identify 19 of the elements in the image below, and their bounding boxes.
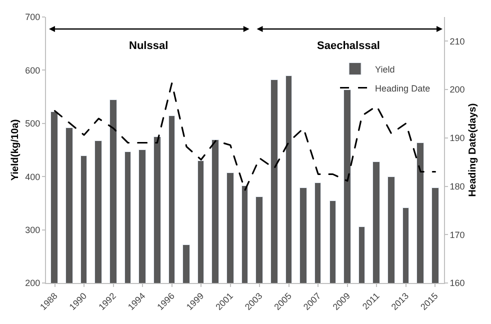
y-tick-label: 600 — [25, 65, 40, 76]
line-series — [54, 82, 436, 191]
legend-label: Yield — [375, 64, 395, 74]
y-tick-label: 500 — [25, 118, 40, 129]
y2-tick-label: 170 — [450, 230, 465, 240]
y-tick-label: 300 — [25, 224, 40, 235]
y-axis-title: Yield(kg/10a) — [10, 119, 22, 181]
legend-label: Heading Date — [375, 83, 430, 94]
annotation: Nulssal — [129, 40, 168, 52]
y-tick-label: 200 — [25, 278, 40, 288]
y2-tick-label: 160 — [450, 278, 465, 288]
y2-tick-label: 210 — [450, 36, 465, 46]
y-tick-label: 700 — [25, 12, 40, 22]
y2-axis-title: Heading Date(days) — [467, 103, 478, 197]
y2-tick-label: 190 — [450, 133, 465, 144]
annotation: Saechalssal — [317, 40, 380, 52]
y-tick-label: 400 — [25, 172, 40, 182]
y2-tick-label: 200 — [450, 84, 465, 95]
y2-tick-label: 180 — [450, 181, 465, 192]
